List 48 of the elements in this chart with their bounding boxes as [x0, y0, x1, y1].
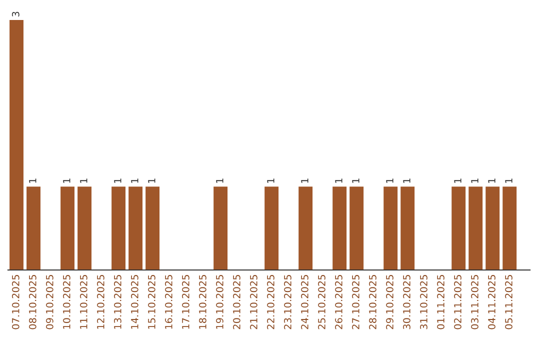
- x-tick-label: 22.10.2025: [267, 275, 274, 330]
- data-label: 1: [267, 178, 274, 183]
- data-label: 3: [12, 12, 20, 16]
- x-tick-label: 12.10.2025: [96, 275, 104, 329]
- x-tick-label: 15.10.2025: [148, 275, 156, 329]
- data-label: 1: [29, 178, 36, 183]
- x-tick-label: 17.10.2025: [182, 275, 190, 329]
- data-label: 1: [488, 178, 496, 183]
- data-label: 1: [403, 178, 410, 183]
- x-tick-label: 11.10.2025: [80, 275, 88, 329]
- data-label: 1: [505, 178, 512, 183]
- x-tick-label: 08.10.2025: [28, 275, 36, 330]
- data-label: 1: [301, 178, 308, 183]
- data-label: 1: [131, 178, 138, 183]
- x-tick-label: 27.10.2025: [352, 275, 360, 330]
- x-tick-label: 26.10.2025: [335, 275, 342, 330]
- x-tick-label: 19.10.2025: [216, 275, 224, 329]
- x-tick-label: 28.10.2025: [369, 275, 376, 330]
- x-tick-label: 09.10.2025: [46, 275, 54, 330]
- x-tick-label: 16.10.2025: [165, 275, 172, 329]
- x-tick-label: 02.11.2025: [454, 275, 462, 330]
- x-tick-label: 29.10.2025: [386, 275, 394, 330]
- x-tick-label: 05.11.2025: [505, 275, 512, 330]
- data-label: 1: [352, 178, 360, 183]
- x-tick-label: 10.10.2025: [62, 275, 70, 329]
- x-tick-label: 31.10.2025: [420, 275, 428, 330]
- x-tick-label: 20.10.2025: [233, 275, 240, 330]
- data-label: 1: [148, 178, 156, 183]
- data-label: 1: [216, 178, 224, 183]
- data-label: 1: [335, 178, 342, 183]
- x-tick-label: 14.10.2025: [130, 275, 138, 329]
- x-tick-label: 30.10.2025: [403, 275, 410, 330]
- data-label: 1: [386, 178, 394, 183]
- x-tick-label: 25.10.2025: [318, 275, 326, 330]
- x-tick-label: 24.10.2025: [301, 275, 308, 330]
- data-label: 1: [80, 178, 88, 183]
- data-label: 1: [63, 178, 70, 183]
- x-tick-label: 18.10.2025: [199, 275, 206, 329]
- x-tick-label: 21.10.2025: [250, 275, 258, 330]
- x-tick-label: 04.11.2025: [488, 275, 496, 330]
- x-tick-label: 23.10.2025: [284, 275, 292, 330]
- x-tick-label: 01.11.2025: [437, 275, 444, 330]
- data-label: 1: [471, 178, 478, 183]
- data-label: 1: [454, 178, 462, 183]
- data-label: 1: [114, 178, 122, 183]
- x-tick-label: 07.10.2025: [12, 275, 20, 330]
- x-tick-label: 13.10.2025: [114, 275, 122, 329]
- x-tick-label: 03.11.2025: [471, 275, 478, 330]
